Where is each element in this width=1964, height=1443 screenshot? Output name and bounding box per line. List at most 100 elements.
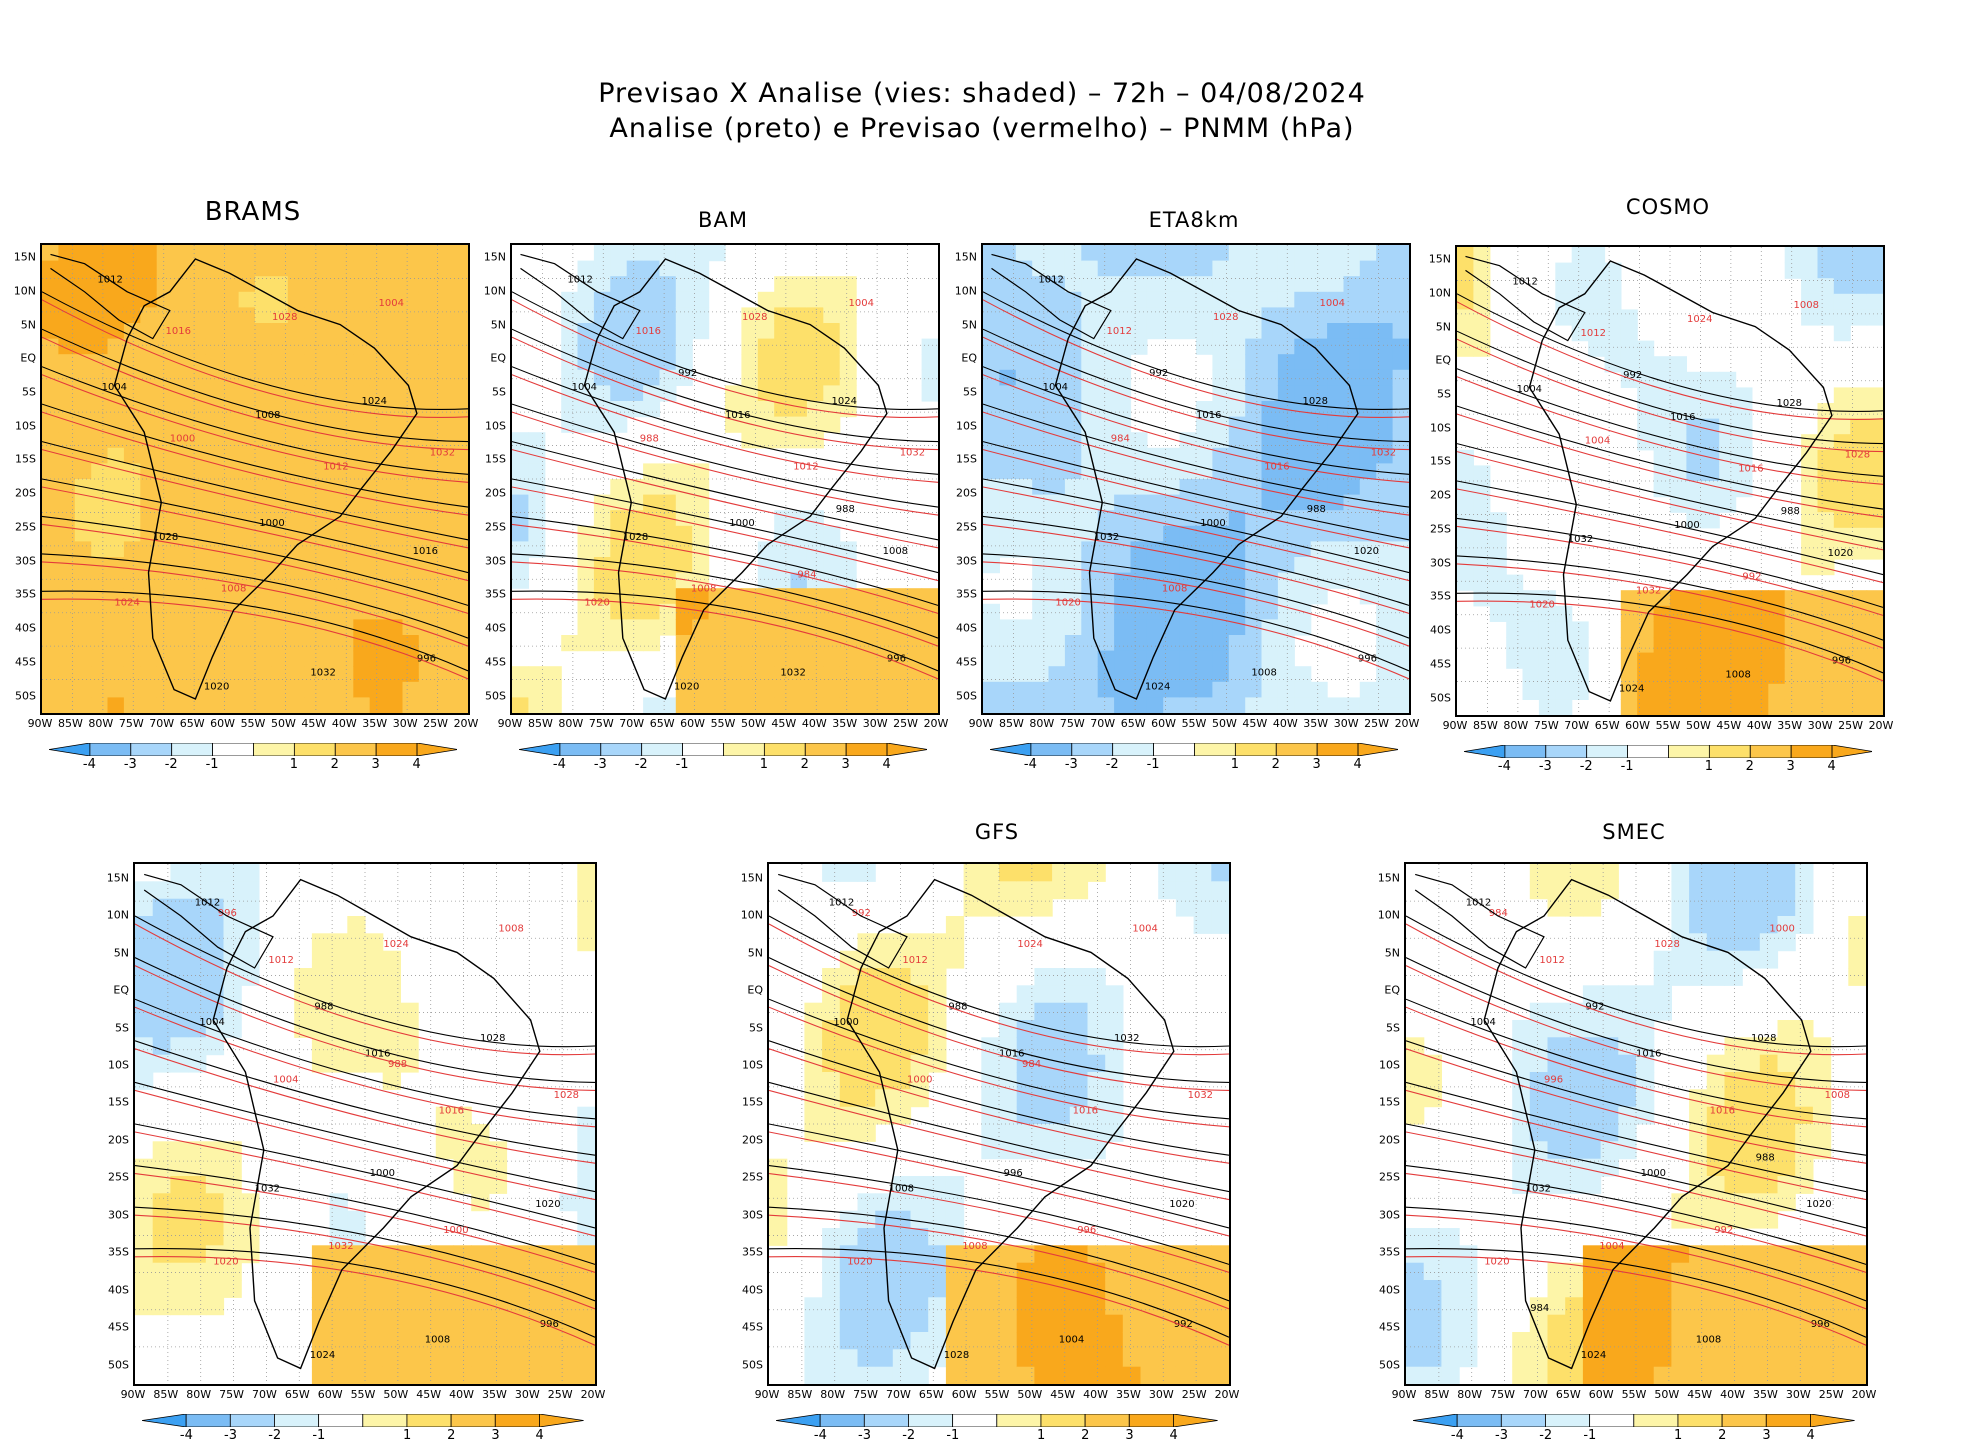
bias-cell — [42, 650, 59, 667]
lon-tick-label: 80W — [820, 1388, 846, 1401]
bias-cell — [506, 1332, 525, 1350]
bias-cell — [1261, 603, 1279, 620]
bias-cell — [1034, 1106, 1053, 1125]
analysis-isobar-label: 1028 — [153, 532, 178, 543]
bias-cell — [524, 1366, 543, 1384]
bias-cell — [892, 1106, 912, 1125]
bias-cell — [1742, 950, 1761, 969]
bias-cell — [945, 1297, 965, 1316]
bias-cell — [400, 1262, 419, 1281]
bias-cell — [1228, 401, 1246, 418]
bias-cell — [806, 354, 824, 371]
bias-cell — [804, 1002, 823, 1021]
bias-cell — [1310, 323, 1328, 340]
bias-cell — [1343, 369, 1361, 386]
bias-cell — [1146, 525, 1164, 542]
bias-cell — [255, 681, 272, 698]
bias-cell — [1719, 668, 1737, 685]
bias-cell — [1228, 588, 1246, 605]
bias-cell — [1052, 1002, 1071, 1021]
lon-tick-label: 60W — [951, 1388, 977, 1401]
bias-cell — [320, 260, 338, 277]
bias-cell — [58, 666, 76, 683]
bias-cell — [1081, 416, 1099, 433]
bias-cell — [1228, 245, 1246, 262]
bias-cell — [488, 1314, 508, 1333]
bias-cell — [365, 968, 384, 986]
bias-cell — [1228, 385, 1246, 402]
bias-cell — [1689, 1366, 1708, 1384]
bias-cell — [453, 1106, 472, 1125]
bias-cell — [223, 1228, 242, 1246]
bias-cell — [91, 385, 109, 402]
bias-cell — [205, 1280, 225, 1298]
bias-cell — [1069, 1020, 1089, 1038]
bias-cell — [271, 369, 289, 386]
bias-cell — [790, 588, 808, 605]
bias-cell — [1689, 916, 1708, 934]
bias-cell — [1719, 699, 1737, 715]
bias-cell — [1163, 588, 1181, 605]
bias-cell — [1294, 557, 1312, 574]
bias-cell — [506, 1314, 525, 1333]
bias-cell — [205, 385, 223, 402]
bias-cell — [577, 385, 595, 402]
bias-cell — [981, 864, 1000, 882]
bias-cell — [528, 525, 546, 542]
bias-cell — [769, 1158, 788, 1177]
bias-cell — [1512, 1332, 1531, 1350]
bias-cell — [806, 307, 824, 324]
bias-cell — [1277, 650, 1295, 667]
bias-cell — [74, 572, 92, 589]
forecast-isobar-label: 1028 — [272, 312, 297, 323]
bias-cell — [857, 1020, 876, 1038]
bias-cell — [1702, 621, 1720, 638]
bias-cell — [512, 447, 529, 464]
bias-cell — [559, 1332, 578, 1350]
bias-cell — [1670, 590, 1687, 607]
bias-cell — [1759, 1089, 1779, 1108]
bias-cell — [173, 276, 191, 293]
bias-cell — [593, 572, 611, 589]
bias-cell — [1706, 1332, 1726, 1350]
bias-cell — [1671, 1314, 1690, 1333]
bias-cell — [577, 416, 595, 433]
bias-cell — [222, 494, 240, 511]
colorbar-label: 2 — [1271, 757, 1280, 772]
bias-cell — [1689, 1349, 1708, 1368]
bias-cell — [123, 245, 141, 262]
bias-cell — [945, 933, 965, 952]
bias-cell — [1777, 864, 1796, 882]
bias-cell — [892, 985, 912, 1004]
bias-cell — [1795, 1089, 1814, 1108]
bias-cell — [1850, 512, 1868, 529]
lon-tick-label: 25W — [1181, 1388, 1207, 1401]
bias-cell — [287, 369, 305, 386]
bias-cell — [188, 1228, 207, 1246]
bias-cell — [1670, 699, 1687, 715]
bias-cell — [1742, 898, 1761, 917]
bias-cell — [471, 1297, 490, 1316]
bias-cell — [561, 323, 579, 340]
bias-cell — [981, 1054, 1000, 1073]
bias-cell — [659, 260, 677, 277]
bias-cell — [42, 541, 59, 558]
bias-cell — [1130, 432, 1148, 449]
bias-cell — [1489, 527, 1507, 544]
bias-cell — [1343, 697, 1361, 713]
bias-cell — [839, 1210, 859, 1229]
bias-cell — [107, 510, 125, 527]
bias-cell — [1130, 635, 1148, 652]
bias-cell — [435, 385, 453, 402]
bias-cell — [1751, 699, 1769, 715]
bias-cell — [524, 1280, 543, 1298]
bias-cell — [1529, 864, 1549, 882]
bias-cell — [336, 666, 354, 683]
bias-cell — [369, 416, 387, 433]
lat-tick-label: 45S — [1430, 657, 1451, 671]
bias-cell — [1032, 260, 1050, 277]
bias-cell — [1817, 637, 1835, 654]
bias-cell — [418, 1262, 437, 1281]
bias-cell — [1719, 465, 1737, 482]
bias-cell — [329, 950, 348, 969]
